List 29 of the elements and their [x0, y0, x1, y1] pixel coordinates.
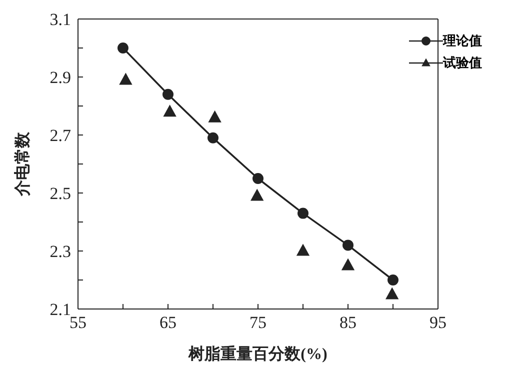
legend-label: 试验值: [443, 54, 482, 72]
point: [298, 208, 308, 219]
y-tick-label: 2.7: [50, 126, 72, 146]
point: [208, 132, 218, 144]
point: [162, 88, 174, 100]
point: [163, 104, 176, 117]
x-tick-label: 85: [340, 313, 356, 332]
x-tick-label: 75: [250, 313, 266, 332]
x-axis-title: 树脂重量百分数(%): [188, 345, 328, 363]
x-tick-label: 65: [160, 313, 176, 332]
point: [252, 173, 264, 184]
point: [342, 240, 354, 251]
point: [341, 258, 355, 270]
y-tick-label: 2.5: [50, 184, 71, 204]
point: [296, 244, 310, 256]
y-tick-label: 3.1: [50, 10, 71, 30]
x-tick-label: 95: [430, 313, 446, 332]
y-tick-label: 2.9: [50, 68, 71, 88]
point: [208, 110, 222, 122]
point: [386, 287, 399, 300]
y-axis-title: 介电常数: [14, 131, 32, 197]
y-tick-label: 2.3: [50, 242, 71, 262]
point: [119, 72, 132, 85]
point: [388, 274, 398, 286]
legend-label: 理论值: [443, 32, 482, 50]
x-tick-label: 55: [70, 313, 86, 332]
point: [250, 188, 264, 201]
point: [118, 42, 128, 54]
y-tick-label: 2.1: [50, 300, 71, 320]
